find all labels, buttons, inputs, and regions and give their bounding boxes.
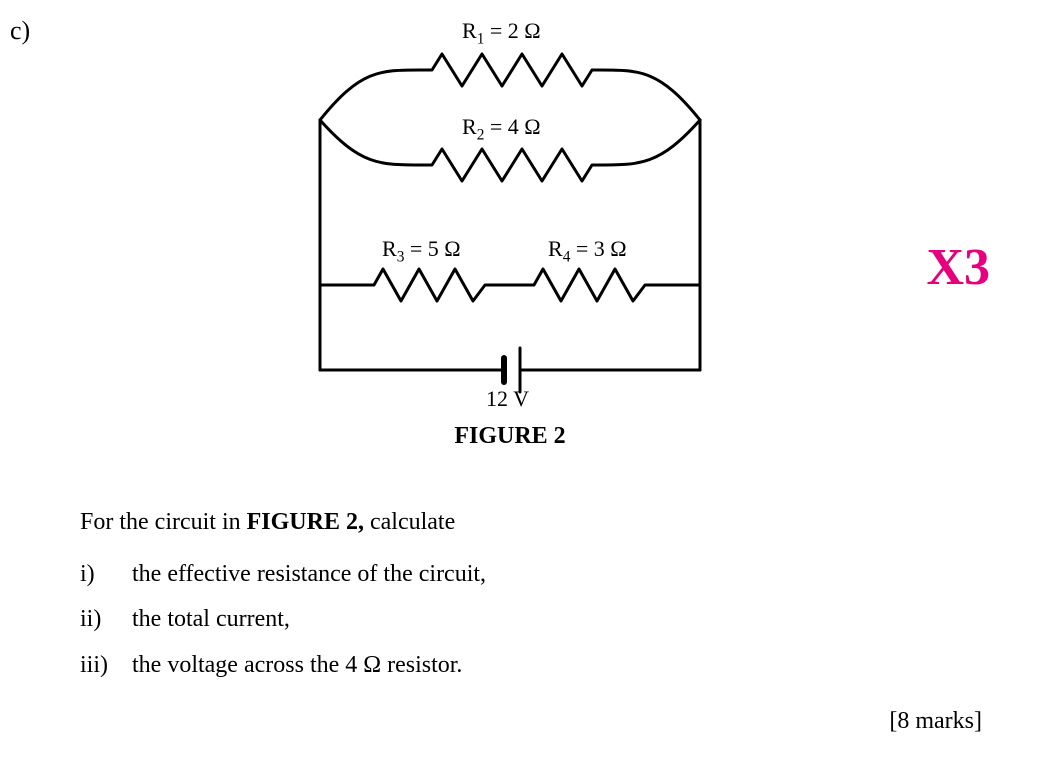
annotation-x3: X3 [926, 238, 990, 297]
q-ii-num: ii) [80, 597, 132, 643]
q-i-text: the effective resistance of the circuit, [132, 552, 486, 598]
intro-2: calculate [364, 509, 455, 535]
question-i: i) the effective resistance of the circu… [80, 552, 982, 598]
label-r4: R4 = 3 Ω [548, 236, 627, 266]
question-list: i) the effective resistance of the circu… [80, 552, 982, 689]
q-iii-text: the voltage across the 4 Ω resistor. [132, 643, 462, 689]
marks-label: [8 marks] [889, 708, 982, 735]
page-root: c) X3 [0, 0, 1042, 765]
label-battery: 12 V [486, 386, 529, 412]
intro-1: For the circuit in [80, 509, 247, 535]
q-iii-num: iii) [80, 643, 132, 689]
q-i-num: i) [80, 552, 132, 598]
circuit-diagram: R1 = 2 Ω R2 = 4 Ω R3 = 5 Ω R4 = 3 Ω 12 V… [270, 20, 750, 420]
label-r2: R2 = 4 Ω [462, 114, 541, 144]
r3-val: = 5 Ω [404, 236, 460, 261]
figure-caption: FIGURE 2 [270, 423, 750, 450]
r4-val: = 3 Ω [570, 236, 626, 261]
intro-bold: FIGURE 2, [247, 509, 364, 535]
q-ii-text: the total current, [132, 597, 290, 643]
question-iii: iii) the voltage across the 4 Ω resistor… [80, 643, 982, 689]
label-r3: R3 = 5 Ω [382, 236, 461, 266]
question-intro: For the circuit in FIGURE 2, calculate [80, 500, 982, 546]
question-block: For the circuit in FIGURE 2, calculate i… [80, 500, 982, 688]
part-label: c) [10, 16, 30, 46]
r1-val: = 2 Ω [484, 18, 540, 43]
circuit-svg [270, 20, 750, 420]
r2-val: = 4 Ω [484, 114, 540, 139]
question-ii: ii) the total current, [80, 597, 982, 643]
label-r1: R1 = 2 Ω [462, 18, 541, 48]
